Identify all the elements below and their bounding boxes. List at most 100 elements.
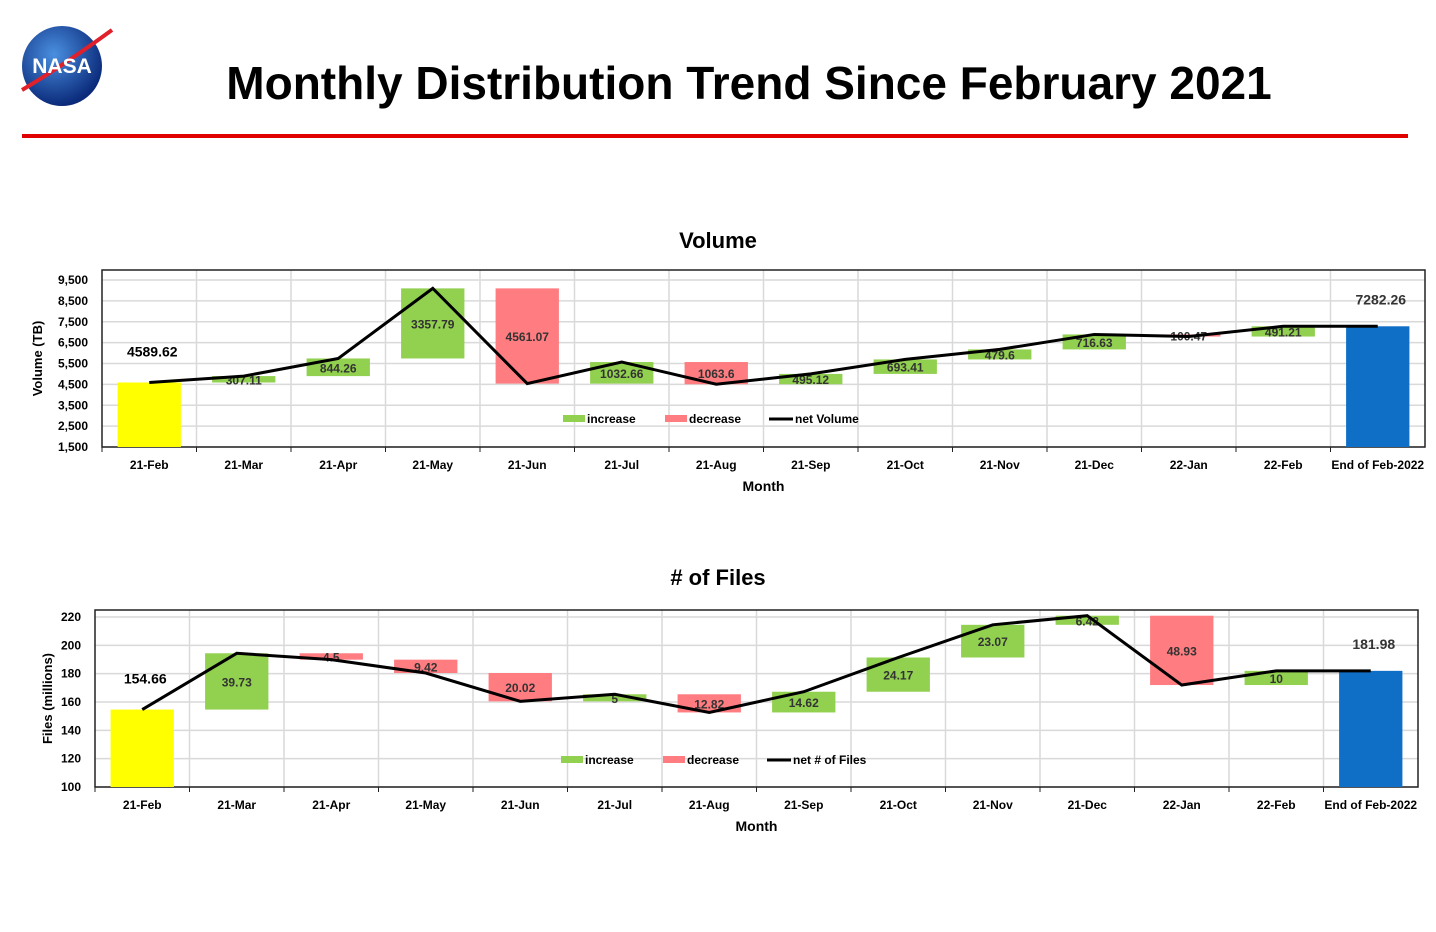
- bar-value-label: 495.12: [792, 373, 829, 387]
- increase-bar: [779, 373, 843, 385]
- x-tick-label: 22-Jan: [1163, 798, 1201, 812]
- legend-net-label: net Volume: [795, 412, 859, 426]
- x-tick-label: 21-Dec: [1075, 458, 1115, 472]
- y-tick-label: 5,500: [58, 357, 88, 371]
- y-tick-label: 180: [61, 667, 81, 681]
- chart-title: Volume: [679, 228, 757, 253]
- x-axis-title: Month: [736, 818, 778, 834]
- x-tick-label: 21-Mar: [217, 798, 256, 812]
- net-line: [141, 614, 1371, 714]
- title-divider: [22, 134, 1408, 138]
- increase-bar: [772, 691, 836, 713]
- x-tick-label: 21-Mar: [224, 458, 263, 472]
- bar-value-label: 5: [611, 692, 618, 706]
- x-tick-label: 21-Nov: [973, 798, 1013, 812]
- y-tick-label: 140: [61, 723, 81, 737]
- bar-value-label: 4.5: [323, 650, 340, 664]
- x-tick-label: 21-Sep: [791, 458, 830, 472]
- x-tick-label: 21-Jul: [597, 798, 632, 812]
- increase-bar: [590, 362, 654, 384]
- bar-value-label: 20.02: [505, 681, 535, 695]
- x-tick-label: 21-Nov: [980, 458, 1020, 472]
- y-tick-label: 3,500: [58, 398, 88, 412]
- x-tick-label: 21-Feb: [123, 798, 162, 812]
- start-bar: [117, 382, 181, 447]
- increase-bar: [205, 653, 269, 710]
- x-tick-label: 21-Oct: [887, 458, 924, 472]
- legend-increase-label: increase: [587, 412, 636, 426]
- bar-value-label: 844.26: [320, 361, 357, 375]
- start-value-label: 4589.62: [127, 344, 178, 360]
- y-tick-label: 4,500: [58, 377, 88, 391]
- bar-value-label: 4561.07: [506, 330, 550, 344]
- x-tick-label: 21-Aug: [696, 458, 737, 472]
- files-chart: # of Files10012014016018020022039.734.59…: [40, 565, 1419, 834]
- bar-value-label: 1063.6: [698, 367, 735, 381]
- decrease-bar: [488, 673, 552, 702]
- legend-decrease-label: decrease: [689, 412, 741, 426]
- increase-bar: [1055, 615, 1119, 625]
- decrease-bar: [299, 653, 363, 660]
- x-tick-label: 21-Dec: [1068, 798, 1108, 812]
- bar-value-label: 23.07: [978, 635, 1008, 649]
- x-tick-label: 22-Feb: [1264, 458, 1303, 472]
- legend-decrease-swatch: [663, 756, 685, 763]
- bar-value-label: 39.73: [222, 675, 252, 689]
- x-tick-label: 21-Jun: [508, 458, 547, 472]
- legend-net-label: net # of Files: [793, 753, 867, 767]
- y-tick-label: 2,500: [58, 419, 88, 433]
- y-axis-title: Files (millions): [40, 653, 55, 744]
- bar-value-label: 14.62: [789, 696, 819, 710]
- bar-value-label: 12.82: [694, 697, 724, 711]
- legend-increase-label: increase: [585, 753, 634, 767]
- y-axis-title: Volume (TB): [30, 321, 45, 397]
- x-tick-label: 21-Apr: [312, 798, 350, 812]
- y-tick-label: 120: [61, 752, 81, 766]
- x-axis-title: Month: [743, 478, 785, 494]
- decrease-bar: [1150, 615, 1214, 686]
- x-tick-label: End of Feb-2022: [1331, 458, 1424, 472]
- y-tick-label: 6,500: [58, 336, 88, 350]
- y-tick-label: 9,500: [58, 273, 88, 287]
- decrease-bar: [495, 288, 559, 384]
- bar-value-label: 693.41: [887, 361, 924, 375]
- start-value-label: 154.66: [124, 671, 167, 687]
- chart-title: # of Files: [670, 565, 765, 590]
- bar-value-label: 716.63: [1076, 336, 1113, 350]
- x-tick-label: 21-Sep: [784, 798, 823, 812]
- increase-bar: [866, 657, 930, 692]
- net-line: [149, 286, 1378, 386]
- y-tick-label: 160: [61, 695, 81, 709]
- bar-value-label: 3357.79: [411, 317, 455, 331]
- bar-value-label: 10: [1270, 672, 1284, 686]
- y-tick-label: 200: [61, 638, 81, 652]
- x-tick-label: 22-Feb: [1257, 798, 1296, 812]
- bar-value-label: 1032.66: [600, 367, 644, 381]
- legend-decrease-label: decrease: [687, 753, 739, 767]
- x-tick-label: End of Feb-2022: [1324, 798, 1417, 812]
- x-tick-label: 21-Aug: [689, 798, 730, 812]
- decrease-bar: [684, 362, 748, 385]
- x-tick-label: 22-Jan: [1170, 458, 1208, 472]
- legend-increase-swatch: [563, 415, 585, 422]
- legend-decrease-swatch: [665, 415, 687, 422]
- page-title: Monthly Distribution Trend Since Februar…: [226, 57, 1272, 109]
- bar-value-label: 491.21: [1265, 325, 1302, 339]
- legend-increase-swatch: [561, 756, 583, 763]
- increase-bar: [583, 694, 647, 702]
- volume-chart: Volume 1,500 2,500 3,500 4,500 5,500 6,500 7,50…: [30, 228, 1426, 494]
- bar-value-label: 479.6: [985, 348, 1015, 362]
- x-tick-label: 21-Jul: [604, 458, 639, 472]
- y-tick-label: 7,500: [58, 315, 88, 329]
- bar-value-label: 48.93: [1167, 644, 1197, 658]
- end-value-label: 181.98: [1352, 636, 1395, 652]
- x-tick-label: 21-Feb: [130, 458, 169, 472]
- x-tick-label: 21-Oct: [880, 798, 917, 812]
- svg-text:NASA: NASA: [32, 55, 92, 78]
- bar-value-label: 24.17: [883, 669, 913, 683]
- x-tick-label: 21-Jun: [501, 798, 540, 812]
- y-tick-label: 8,500: [58, 294, 88, 308]
- x-tick-label: 21-May: [412, 458, 453, 472]
- end-bar: [1346, 326, 1410, 447]
